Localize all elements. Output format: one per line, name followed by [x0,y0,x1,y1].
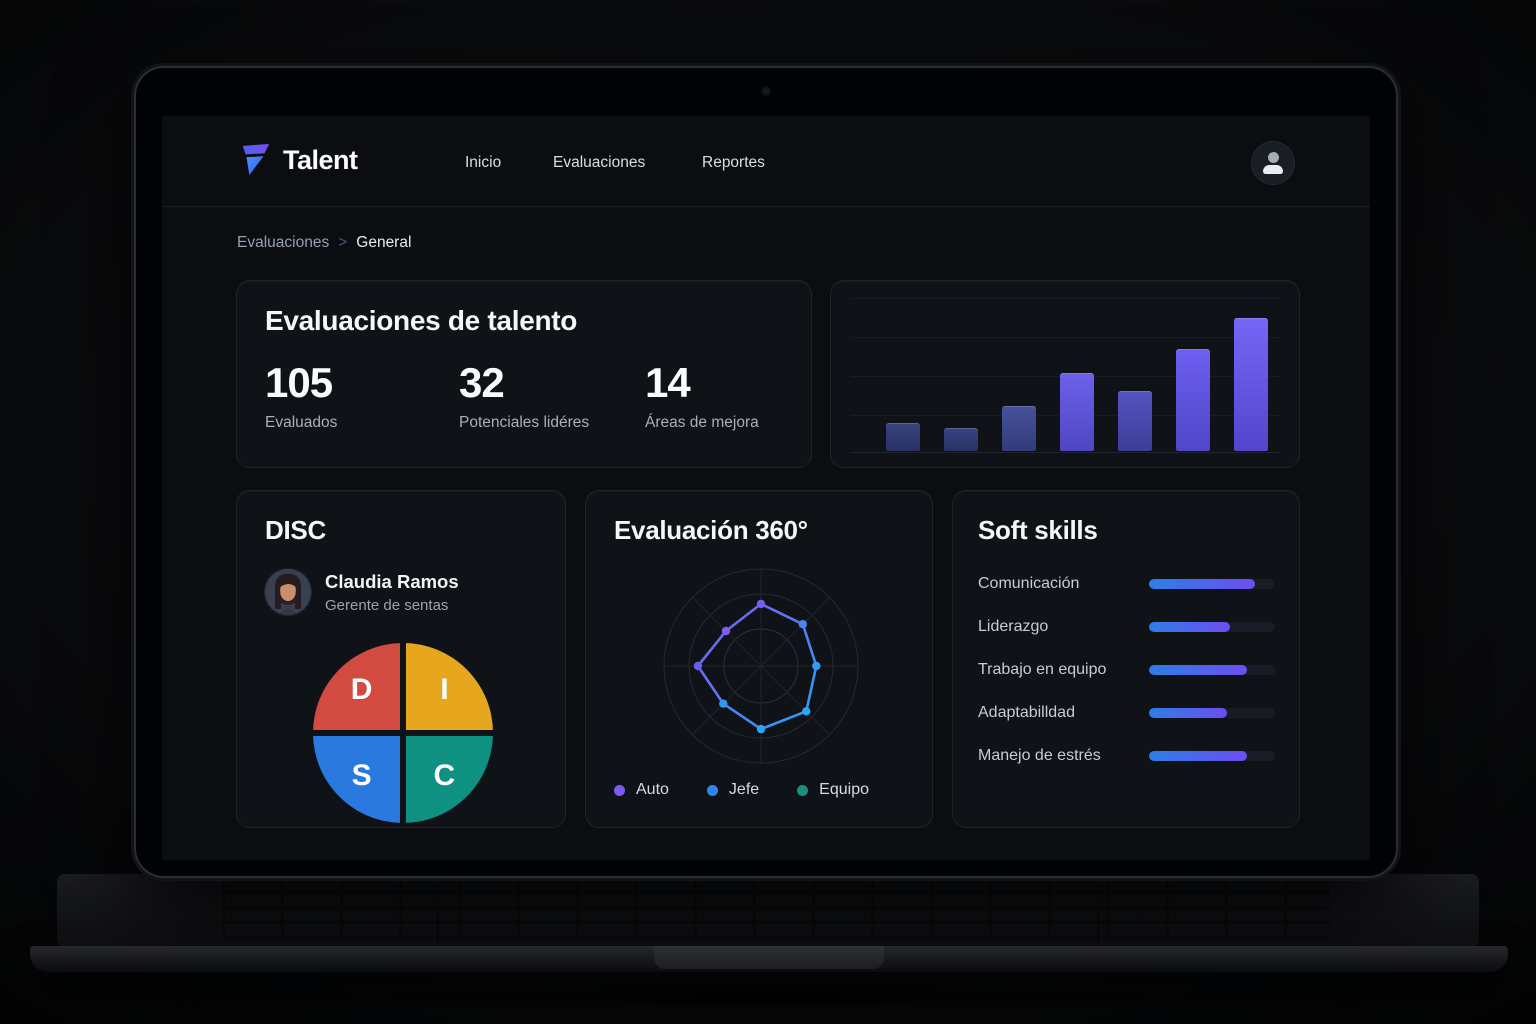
portrait-image [265,569,311,615]
skill-progress-track [1149,751,1275,761]
gridline [851,298,1279,299]
laptop-front-edge [30,946,1508,972]
skill-progress-fill [1149,622,1230,632]
legend-dot-icon [797,784,809,796]
stat-areas-mejora: 14 Áreas de mejora [645,359,759,431]
laptop-keyboard-deck [57,874,1479,948]
summary-title: Evaluaciones de talento [265,305,578,336]
nav-item-reportes[interactable]: Reportes [702,154,765,171]
gridline [851,337,1279,338]
skill-progress-fill [1149,665,1248,675]
avatar [265,569,311,615]
skill-row: Manejo de estrés [978,745,1275,767]
laptop-lid-notch [654,946,884,969]
laptop-shadow [168,975,1368,1019]
pie-label-C: C [433,759,456,793]
deck-seam [437,874,438,948]
bar-0 [886,423,920,451]
soft-skills-card: Soft skills Comunicación Liderazgo Trabajo… [952,490,1300,828]
activity-bar-chart-card [830,280,1300,468]
stat-evaluados: 105 Evaluados [265,359,338,431]
bar-4 [1118,391,1152,451]
summary-card: Evaluaciones de talento 105 Evaluados 32… [236,280,812,468]
disc-card: DISC Claudia Ramos Gerente de sen [236,490,566,828]
radar-legend: Auto Jefe Equipo [614,781,906,799]
breadcrumb-evaluaciones[interactable]: Evaluaciones [237,234,330,251]
skill-row: Trabajo en equipo [978,659,1275,681]
webcam-icon [761,86,771,96]
skill-row: Adaptabilldad [978,702,1275,724]
top-navbar: Talent Inicio Evaluaciones Reportes [162,116,1370,207]
skill-progress-track [1149,665,1275,675]
pie-label-I: I [440,672,449,706]
stat-potenciales-lideres: 32 Potenciales lidéres [459,359,590,431]
nav-item-evaluaciones[interactable]: Evaluaciones [553,154,646,171]
bar-3 [1060,373,1094,451]
skill-progress-fill [1149,751,1248,761]
skill-progress-track [1149,579,1275,589]
person-icon [1267,152,1279,163]
user-avatar-button[interactable] [1251,141,1295,185]
keyboard [222,881,1330,939]
bar-1 [944,428,978,451]
bar-6 [1234,318,1268,451]
person-name: Claudia Ramos [325,570,459,592]
legend-item-equipo: Equipo [797,781,869,799]
disc-pie-chart: I C S D [309,639,497,827]
evaluacion-360-card: Evaluación 360° Auto Jefe Equipo [585,490,933,828]
legend-item-auto: Auto [614,781,669,799]
skill-row: Liderazgo [978,616,1275,638]
brand-name: Talent [283,144,358,175]
deck-seam [1098,874,1099,948]
radar-chart [663,568,859,764]
talent-logo-icon [242,143,270,176]
legend-dot-icon [614,784,625,796]
skill-progress-fill [1149,708,1228,718]
bar-5 [1176,349,1210,451]
dashboard-app: Talent Inicio Evaluaciones Reportes Eval… [162,116,1370,860]
breadcrumb: Evaluaciones > General [237,234,411,252]
legend-dot-icon [706,784,718,796]
person-row: Claudia Ramos Gerente de sentas [265,569,459,615]
pie-label-D: D [350,672,373,706]
nav-item-inicio[interactable]: Inicio [465,154,502,171]
legend-item-jefe: Jefe [706,781,759,799]
chevron-right-icon: > [338,234,348,251]
bar-2 [1002,406,1036,451]
skill-progress-track [1149,708,1275,718]
eval360-title: Evaluación 360° [614,515,808,545]
soft-skills-title: Soft skills [978,515,1098,545]
skill-progress-track [1149,622,1275,632]
laptop-screen-frame: Talent Inicio Evaluaciones Reportes Eval… [134,66,1398,878]
person-role: Gerente de sentas [325,596,449,614]
skill-row: Comunicación [978,573,1275,595]
app-logo[interactable]: Talent [238,142,358,178]
skills-list: Comunicación Liderazgo Trabajo en equipo Ad… [978,573,1275,767]
breadcrumb-general: General [356,234,412,251]
skill-progress-fill [1149,579,1255,589]
pie-label-S: S [351,759,372,793]
disc-title: DISC [265,515,326,545]
gridline [851,452,1279,453]
